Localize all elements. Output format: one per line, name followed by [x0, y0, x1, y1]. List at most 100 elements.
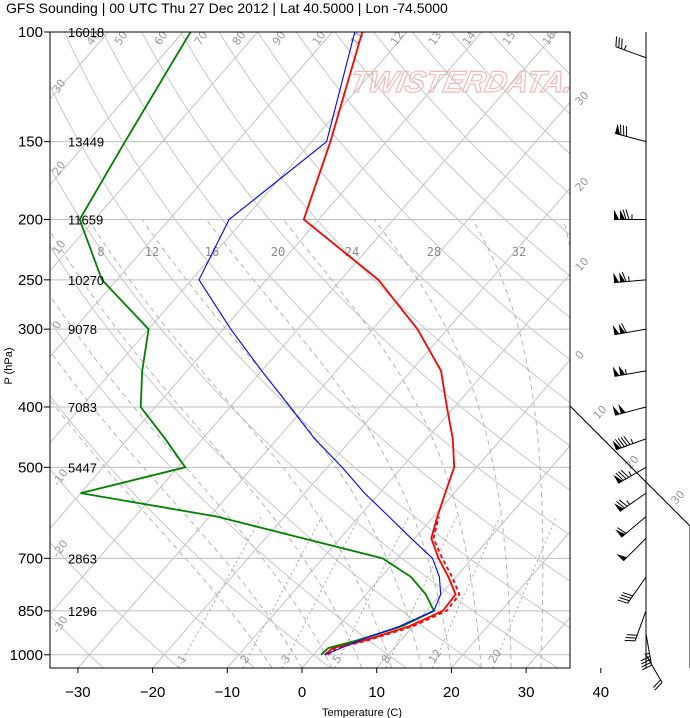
- wind-barb: [612, 365, 647, 377]
- height-label: 16018: [68, 25, 104, 40]
- wind-barb: [617, 576, 647, 604]
- dry-adiabat: [566, 32, 570, 36]
- dry-adiabat: [50, 468, 256, 668]
- wind-barb: [615, 516, 647, 538]
- moist-adiabat: [88, 219, 393, 668]
- isotherm-line: [451, 530, 570, 668]
- isotherm-label: 20: [50, 159, 69, 178]
- isotherm-label: 30: [50, 77, 69, 96]
- wind-barb-feather: [622, 592, 633, 597]
- wind-barb-staff: [614, 132, 647, 143]
- moist-adiabat: [50, 350, 303, 668]
- wind-barb: [613, 466, 647, 484]
- wind-barb: [624, 610, 647, 642]
- wind-barb-feather: [617, 599, 628, 604]
- wind-barb-half-feather: [624, 369, 627, 375]
- isotherm-label: 10: [50, 238, 69, 257]
- dry-adiabat: [50, 166, 559, 668]
- hodograph-ring-label: 10: [573, 255, 592, 274]
- moist-adiabat: [472, 219, 544, 668]
- wind-barb: [612, 404, 647, 416]
- wind-barb-flag: [612, 366, 620, 377]
- wind-barb-feather: [617, 527, 627, 534]
- dry-adiabat: [63, 32, 570, 582]
- dewpoint-line: [78, 32, 436, 656]
- dry-adiabat: [527, 32, 570, 75]
- dry-adiabat: [644, 32, 690, 668]
- hodograph-ring-label: 30: [669, 488, 688, 507]
- wind-barb-feather: [620, 469, 630, 478]
- wind-barb-staff: [621, 516, 647, 538]
- pressure-tick-label: 700: [18, 550, 43, 567]
- y-axis-title: P (hPa): [3, 347, 15, 384]
- height-label: 9078: [68, 322, 97, 337]
- chart-title: GFS Sounding | 00 UTC Thu 27 Dec 2012 | …: [6, 0, 448, 16]
- wetbulb-label: 20: [271, 245, 285, 259]
- dry-adiabat: [411, 32, 570, 195]
- isotherm-line: [676, 32, 690, 668]
- wind-barb-flag: [618, 365, 626, 376]
- wind-barb: [614, 492, 647, 512]
- temperature-tick-label: 0: [298, 684, 306, 701]
- wind-barb-half-feather: [628, 471, 632, 477]
- isotherm-line: [50, 32, 483, 530]
- hodograph-ring-label: 10: [591, 403, 610, 422]
- wind-barb-feather: [642, 664, 652, 671]
- wind-barb-staff: [614, 279, 647, 284]
- pressure-tick-label: 500: [18, 459, 43, 476]
- wind-barb-half-feather: [623, 45, 627, 51]
- pressure-tick-label: 150: [18, 134, 43, 151]
- virtual-temperature-line: [327, 516, 461, 656]
- isotherm-line: [525, 616, 570, 668]
- moist-adiabat: [50, 398, 273, 668]
- isotherm-line: [50, 32, 557, 615]
- wind-barb: [615, 36, 647, 59]
- isotherm-line: [50, 32, 333, 358]
- wind-barb-flag: [618, 323, 626, 334]
- wind-barb-feather: [616, 501, 626, 509]
- isotherm-label: 130: [426, 23, 449, 48]
- wind-barb-staff: [614, 406, 647, 416]
- isotherm-label: 0: [50, 319, 65, 332]
- wetbulb-label: 24: [345, 245, 359, 259]
- wind-barb-flag: [612, 440, 621, 450]
- wind-barb-feather: [641, 661, 652, 668]
- plot-frame: [49, 31, 571, 669]
- wind-barb: [616, 537, 647, 562]
- isotherm-label: 150: [500, 23, 523, 48]
- mixing-ratio-line: [385, 516, 458, 668]
- hodograph-outline: [569, 32, 690, 668]
- wind-barb: [645, 654, 663, 691]
- pressure-tick-label: 400: [18, 399, 43, 416]
- temperature-line: [302, 32, 457, 656]
- wind-barb-staff: [618, 466, 647, 484]
- mixing-ratio-line: [492, 516, 557, 668]
- wind-barb-half-feather: [626, 500, 631, 505]
- wind-barb-staff: [615, 46, 647, 59]
- wind-barb-feather: [621, 38, 623, 49]
- wind-barb-feather: [618, 499, 628, 507]
- isotherm-line: [50, 32, 109, 100]
- wind-barb-feather: [621, 594, 632, 599]
- wind-barb-flag: [613, 474, 623, 484]
- wind-barb-feather: [622, 209, 627, 220]
- dry-adiabat: [50, 245, 483, 668]
- wetbulb-label: 12: [145, 245, 159, 259]
- pressure-tick-label: 300: [18, 321, 43, 338]
- wind-barb: [640, 633, 653, 671]
- moist-adiabat: [50, 230, 363, 668]
- dry-adiabat: [50, 85, 570, 629]
- isotherm-line: [601, 32, 690, 668]
- wind-barb-half-feather: [630, 438, 634, 444]
- temperature-tick-label: −20: [140, 684, 165, 701]
- wind-barb-feather: [615, 472, 624, 481]
- temperature-tick-label: 40: [592, 684, 609, 701]
- wind-barb-flag: [615, 123, 620, 135]
- wind-barb: [614, 123, 647, 143]
- height-label: 10270: [68, 273, 104, 288]
- isotherm-line: [77, 101, 570, 668]
- wind-barb-feather: [640, 655, 651, 662]
